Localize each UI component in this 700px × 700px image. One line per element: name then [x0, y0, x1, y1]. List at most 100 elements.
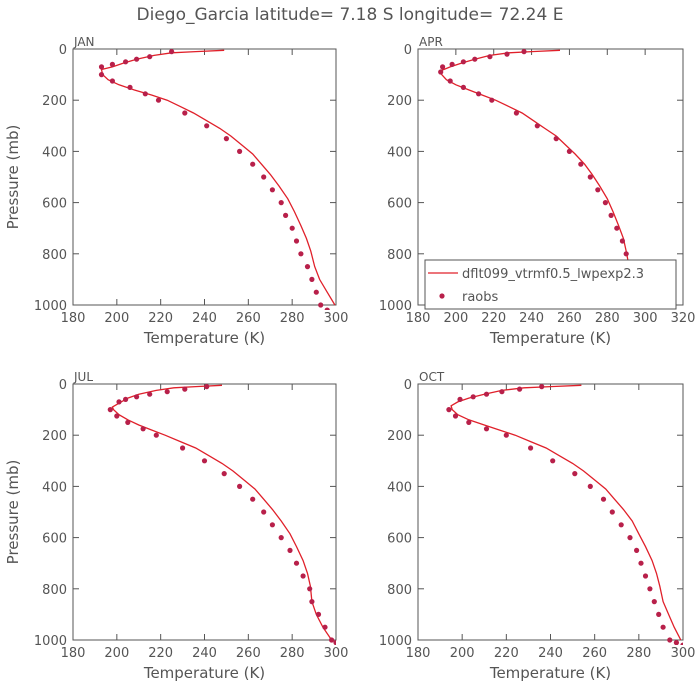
raobs-point: [300, 573, 306, 579]
raobs-point: [329, 637, 335, 643]
raobs-point: [307, 586, 313, 592]
x-tick-label: 180: [61, 646, 86, 661]
raobs-point: [483, 391, 490, 397]
x-tick-label: 240: [192, 311, 217, 326]
y-axis-label: Pressure (mb): [4, 125, 22, 230]
raobs-point: [309, 599, 315, 605]
y-tick-label: 0: [404, 378, 412, 393]
raobs-point: [539, 384, 545, 390]
y-tick-label: 800: [42, 583, 67, 598]
model-profile-line: [439, 49, 646, 306]
legend-box: [424, 259, 677, 310]
raobs-point: [315, 611, 322, 618]
y-tick-label: 400: [387, 480, 412, 495]
legend-point-swatch: [439, 293, 445, 299]
x-tick-label: 280: [280, 646, 305, 661]
raobs-point: [123, 59, 129, 65]
raobs-point: [608, 212, 614, 218]
x-axis-label: Temperature (K): [489, 329, 611, 347]
raobs-point: [499, 389, 505, 395]
panel-label: OCT: [419, 370, 445, 384]
raobs-point: [587, 174, 593, 180]
plot-frame: [72, 48, 337, 306]
y-tick-label: 200: [42, 429, 67, 444]
raobs-point: [333, 640, 336, 645]
raobs-point: [109, 61, 115, 67]
x-tick-label: 300: [671, 646, 696, 661]
raobs-point: [470, 394, 476, 400]
raobs-point: [164, 389, 170, 395]
legend-model-label: dflt099_vtrmf0.5_lwpexp2.3: [462, 267, 644, 282]
raobs-point: [98, 64, 105, 70]
raobs-point: [578, 161, 584, 167]
model-profile-line: [100, 49, 336, 306]
x-tick-label: 220: [481, 311, 506, 326]
y-tick-label: 800: [387, 583, 412, 598]
raobs-point: [250, 496, 256, 502]
raobs-point: [566, 148, 573, 154]
x-tick-label: 220: [148, 646, 173, 661]
raobs-point: [201, 458, 208, 464]
x-tick-label: 180: [61, 311, 86, 326]
raobs-point: [147, 54, 153, 60]
y-axis-label: Pressure (mb): [4, 460, 22, 565]
plot-area: [446, 384, 683, 645]
raobs-point: [221, 471, 227, 477]
raobs-point: [278, 200, 284, 206]
raobs-point: [504, 51, 510, 57]
y-tick-label: 400: [387, 145, 412, 160]
y-tick-label: 600: [387, 532, 412, 547]
x-tick-label: 280: [280, 311, 305, 326]
raobs-point: [634, 547, 640, 554]
x-axis-label: Temperature (K): [143, 664, 265, 682]
x-tick-label: 260: [582, 646, 607, 661]
panel-label: JAN: [73, 35, 95, 49]
raobs-point: [476, 91, 482, 97]
raobs-point: [587, 483, 593, 489]
raobs-point: [487, 54, 493, 60]
raobs-point: [572, 471, 578, 477]
raobs-point: [472, 56, 478, 62]
raobs-point: [125, 419, 131, 425]
panel-label: APR: [419, 35, 443, 49]
raobs-point: [250, 161, 256, 167]
raobs-point: [180, 445, 186, 451]
raobs-point: [651, 599, 657, 605]
raobs-point: [517, 386, 523, 392]
raobs-point: [466, 419, 472, 425]
raobs-point: [452, 413, 459, 419]
raobs-point: [298, 251, 304, 257]
raobs-point: [322, 624, 328, 630]
raobs-point: [313, 289, 319, 295]
x-tick-label: 180: [406, 311, 431, 326]
raobs-point: [287, 547, 293, 554]
raobs-point: [521, 49, 527, 55]
raobs-point: [155, 97, 162, 103]
x-tick-label: 260: [557, 311, 582, 326]
raobs-point: [642, 573, 649, 579]
raobs-point: [680, 642, 683, 645]
y-tick-label: 200: [387, 429, 412, 444]
raobs-point: [627, 535, 633, 541]
plot-area: [98, 49, 336, 310]
x-tick-label: 220: [148, 311, 173, 326]
x-tick-label: 200: [450, 646, 475, 661]
raobs-point: [309, 276, 315, 282]
raobs-point: [623, 251, 629, 257]
raobs-point: [647, 586, 653, 592]
raobs-point: [324, 307, 330, 310]
panel-jan: 180 200 220 240 260 280 300 0 200 400 600 800 1000 JA…: [4, 35, 348, 347]
raobs-point: [457, 396, 463, 402]
x-tick-label: 280: [595, 311, 620, 326]
raobs-point: [673, 640, 679, 645]
raobs-point: [550, 458, 556, 464]
raobs-point: [440, 64, 446, 70]
raobs-point: [134, 56, 140, 62]
raobs-point: [269, 187, 275, 193]
raobs-point: [153, 432, 159, 438]
raobs-point: [602, 200, 609, 206]
raobs-point: [489, 97, 495, 103]
x-tick-label: 280: [626, 646, 651, 661]
raobs-point: [109, 78, 115, 84]
